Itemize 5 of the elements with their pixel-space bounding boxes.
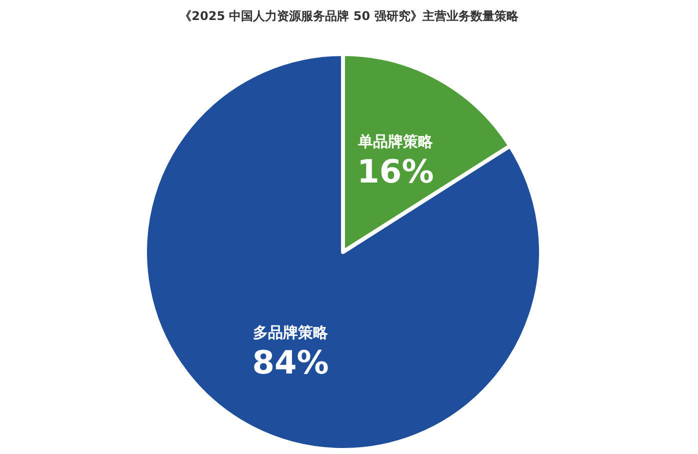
slice-label: 单品牌策略: [356, 132, 434, 151]
data-label: 16%: [357, 152, 434, 191]
chart-title: 《2025 中国人力资源服务品牌 50 强研究》主营业务数量策略: [180, 9, 520, 23]
data-label: 84%: [252, 343, 329, 382]
slice-label: 多品牌策略: [253, 323, 330, 342]
